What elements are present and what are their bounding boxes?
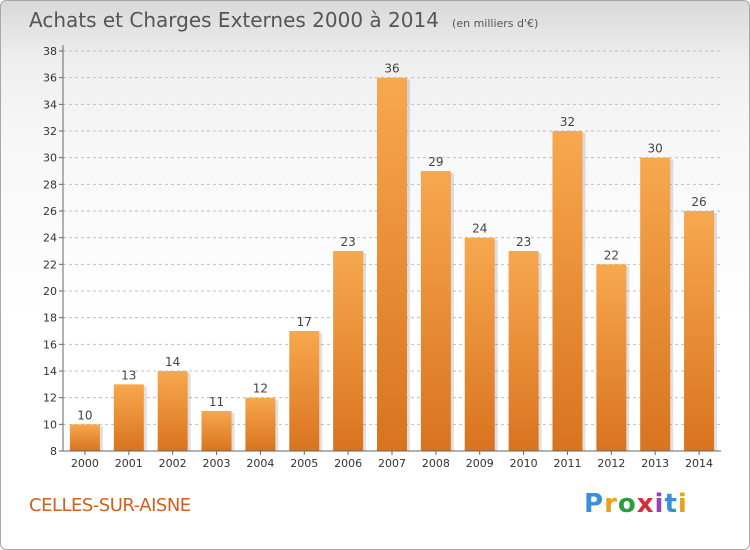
x-tick-label: 2000 — [71, 457, 99, 470]
bar — [508, 251, 539, 451]
x-tick-label: 2001 — [115, 457, 143, 470]
bar — [333, 251, 364, 451]
y-tick-label: 36 — [43, 72, 57, 85]
bar — [289, 331, 320, 451]
bar — [245, 397, 276, 451]
logo-letter: o — [617, 489, 637, 519]
y-tick-label: 30 — [43, 152, 57, 165]
bar — [552, 131, 583, 451]
x-tick-label: 2003 — [203, 457, 231, 470]
labels: 10 2000 13 2001 14 2002 11 2003 12 2004 17 2005 23 20… — [71, 62, 713, 470]
x-tick-label: 2007 — [378, 457, 406, 470]
logo-letter: P — [584, 489, 605, 519]
data-label: 24 — [472, 222, 487, 236]
x-tick-label: 2006 — [334, 457, 362, 470]
bar — [377, 77, 407, 452]
data-label: 22 — [604, 248, 619, 262]
bar — [596, 264, 627, 451]
y-tick-label: 12 — [43, 392, 57, 405]
y-tick-label: 28 — [43, 178, 57, 191]
bar — [464, 237, 495, 451]
y-tick-label: 18 — [43, 312, 57, 325]
x-tick-label: 2010 — [510, 457, 538, 470]
data-label: 32 — [560, 115, 575, 129]
title-row: Achats et Charges Externes 2000 à 2014 (… — [29, 8, 538, 32]
x-tick-label: 2014 — [685, 457, 713, 470]
bars — [69, 77, 718, 452]
bar — [684, 211, 715, 451]
bar — [69, 424, 100, 451]
logo-letter: r — [604, 489, 618, 519]
data-label: 12 — [253, 382, 268, 396]
data-label: 23 — [340, 235, 355, 249]
bar — [113, 384, 144, 451]
x-tick-label: 2008 — [422, 457, 450, 470]
chart-subtitle: (en milliers d'€) — [452, 17, 539, 30]
y-tick-label: 8 — [50, 445, 57, 458]
y-tick-label: 34 — [43, 98, 57, 111]
data-label: 29 — [428, 155, 443, 169]
logo-letter: t — [664, 489, 678, 519]
x-tick-label: 2012 — [597, 457, 625, 470]
data-label: 23 — [516, 235, 531, 249]
city-name: CELLES-SUR-AISNE — [29, 495, 191, 516]
proxiti-logo: Proxiti — [584, 489, 688, 519]
bar — [157, 371, 188, 451]
data-label: 14 — [165, 355, 180, 369]
data-label: 26 — [691, 195, 706, 209]
y-tick-label: 38 — [43, 45, 57, 58]
x-tick-label: 2005 — [290, 457, 318, 470]
logo-letter: x — [636, 489, 655, 519]
y-tick-label: 22 — [43, 258, 57, 271]
data-label: 17 — [297, 315, 312, 329]
axes: 8 10 12 14 16 18 20 22 24 26 28 30 32 34 36 38 — [43, 45, 721, 458]
data-label: 10 — [77, 408, 92, 422]
chart-title: Achats et Charges Externes 2000 à 2014 — [29, 8, 439, 32]
y-tick-label: 14 — [43, 365, 57, 378]
x-tick-label: 2011 — [553, 457, 581, 470]
data-label: 13 — [121, 368, 136, 382]
x-tick-label: 2013 — [641, 457, 669, 470]
y-tick-label: 32 — [43, 125, 57, 138]
x-tick-label: 2002 — [159, 457, 187, 470]
y-tick-label: 20 — [43, 285, 57, 298]
data-label: 11 — [209, 395, 224, 409]
data-label: 30 — [648, 142, 663, 156]
logo-letter: i — [654, 489, 665, 519]
bar — [640, 157, 671, 451]
y-tick-label: 16 — [43, 338, 57, 351]
x-tick-label: 2009 — [466, 457, 494, 470]
y-tick-label: 24 — [43, 232, 57, 245]
y-tick-label: 26 — [43, 205, 57, 218]
data-label: 36 — [384, 62, 399, 76]
bar — [420, 171, 451, 451]
x-tick-label: 2004 — [246, 457, 274, 470]
y-tick-label: 10 — [43, 418, 57, 431]
bar — [201, 411, 232, 451]
logo-letter: i — [677, 489, 688, 519]
